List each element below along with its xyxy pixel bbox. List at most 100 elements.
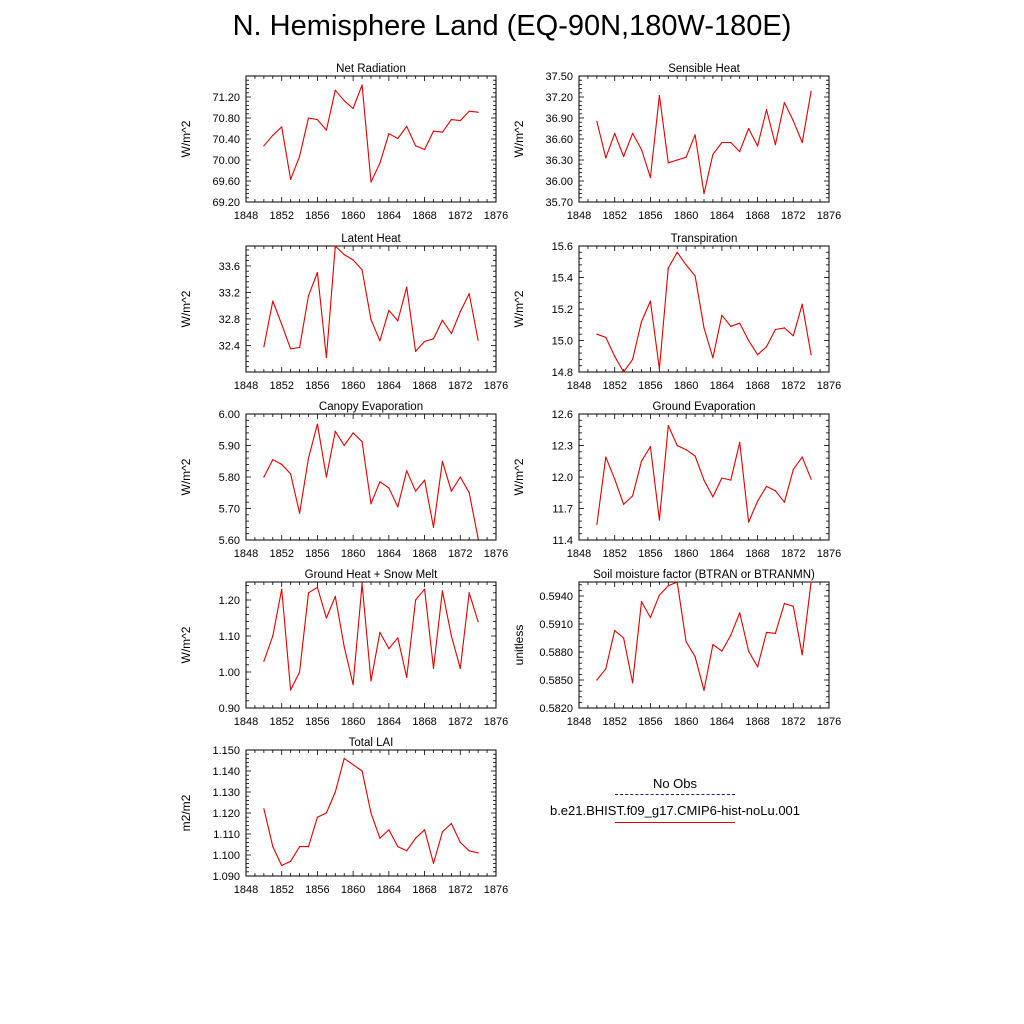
data-point	[756, 145, 759, 147]
x-tick-label: 1872	[781, 380, 805, 392]
data-point	[810, 478, 812, 480]
data-point	[406, 470, 408, 472]
data-point	[685, 449, 687, 451]
data-point	[325, 476, 327, 478]
data-point	[477, 111, 479, 113]
legend-model-line	[615, 822, 735, 823]
y-tick-label: 1.090	[212, 871, 240, 883]
data-point	[298, 846, 301, 848]
data-point	[477, 852, 479, 854]
data-point	[432, 667, 435, 670]
y-tick-label: 33.6	[219, 261, 240, 273]
y-tick-label: 69.60	[212, 176, 240, 188]
data-point	[658, 594, 660, 596]
data-point	[397, 637, 399, 639]
data-point	[596, 679, 598, 681]
data-point	[783, 327, 785, 329]
x-tick-label: 1876	[484, 548, 508, 560]
data-point	[748, 339, 750, 342]
data-point	[406, 286, 408, 288]
data-point	[450, 635, 452, 637]
data-point	[703, 689, 705, 691]
data-point	[263, 808, 265, 810]
y-tick-label: 12.0	[552, 472, 573, 484]
x-tick-label: 1848	[567, 210, 591, 222]
chart-panel-9: 1848 1852 1856 1860 1864 1868 1872 1876 1.090 1.1…	[179, 737, 508, 896]
y-tick-label: 70.40	[212, 134, 240, 146]
data-point	[667, 162, 669, 164]
data-point	[631, 682, 634, 684]
chart-panel-3: 1848 1852 1856 1860 1864 1868 1872 1876 32.4 32.8…	[179, 233, 508, 392]
y-tick-label: 35.70	[545, 197, 573, 209]
x-tick-label: 1848	[567, 548, 591, 560]
y-tick-label: 0.5940	[539, 591, 573, 603]
data-point	[370, 319, 372, 321]
data-point	[397, 506, 399, 508]
data-point	[712, 357, 714, 359]
data-point	[415, 490, 417, 492]
chart-panel-8: 1848 1852 1856 1860 1864 1868 1872 1876 0.5820 0.…	[512, 569, 841, 728]
data-point	[298, 671, 301, 673]
x-tick-label: 1860	[674, 210, 698, 222]
y-tick-label: 11.7	[552, 504, 573, 516]
y-tick-label: 71.20	[212, 92, 240, 104]
data-point	[316, 586, 319, 589]
data-point	[361, 269, 363, 271]
data-point	[325, 356, 327, 359]
data-point	[792, 335, 794, 337]
chart-panel-6: 1848 1852 1856 1860 1864 1868 1872 1876 11.4 11.7…	[512, 401, 841, 560]
data-point	[640, 601, 643, 603]
x-tick-label: 1872	[781, 210, 805, 222]
data-point	[783, 501, 785, 503]
data-point	[712, 153, 714, 155]
data-point	[623, 371, 625, 373]
y-tick-label: 5.80	[219, 472, 240, 484]
x-tick-label: 1852	[269, 548, 293, 560]
data-point	[468, 293, 470, 295]
data-point	[774, 144, 777, 146]
data-point	[459, 667, 461, 670]
chart-title: Total LAI	[349, 737, 394, 749]
y-tick-label: 5.60	[219, 535, 240, 547]
x-tick-label: 1860	[674, 548, 698, 560]
x-tick-label: 1852	[269, 716, 293, 728]
data-point	[307, 117, 310, 119]
data-point	[667, 585, 669, 587]
data-point	[290, 473, 292, 475]
data-point	[748, 521, 750, 523]
data-point	[468, 110, 470, 112]
x-tick-label: 1876	[484, 884, 508, 896]
data-point	[272, 459, 274, 461]
y-axis-label: W/m^2	[179, 120, 193, 157]
data-point	[432, 338, 435, 340]
chart-title: Canopy Evaporation	[319, 401, 423, 413]
legend: No Obs b.e21.BHIST.f09_g17.CMIP6-hist-no…	[520, 776, 830, 823]
x-tick-label: 1856	[305, 548, 329, 560]
data-point	[477, 621, 479, 623]
y-tick-label: 33.2	[219, 287, 240, 299]
data-point	[685, 641, 687, 643]
x-tick-label: 1864	[710, 210, 734, 222]
data-point	[415, 837, 417, 839]
x-tick-label: 1868	[412, 210, 436, 222]
x-tick-label: 1872	[448, 548, 472, 560]
data-point	[739, 151, 741, 153]
x-tick-label: 1860	[674, 380, 698, 392]
data-point	[281, 126, 283, 128]
data-point	[477, 339, 479, 341]
x-tick-label: 1860	[341, 380, 365, 392]
y-axis-label: m2/m2	[179, 794, 193, 831]
x-tick-label: 1872	[781, 716, 805, 728]
data-point	[397, 846, 399, 848]
data-point	[748, 127, 750, 130]
y-tick-label: 14.8	[552, 367, 573, 379]
data-point	[676, 251, 678, 253]
x-tick-label: 1860	[341, 210, 365, 222]
data-point	[667, 424, 669, 427]
y-tick-label: 32.8	[219, 314, 240, 326]
data-point	[397, 320, 399, 322]
data-point	[343, 646, 345, 648]
data-point	[432, 862, 435, 865]
data-point	[810, 90, 812, 92]
